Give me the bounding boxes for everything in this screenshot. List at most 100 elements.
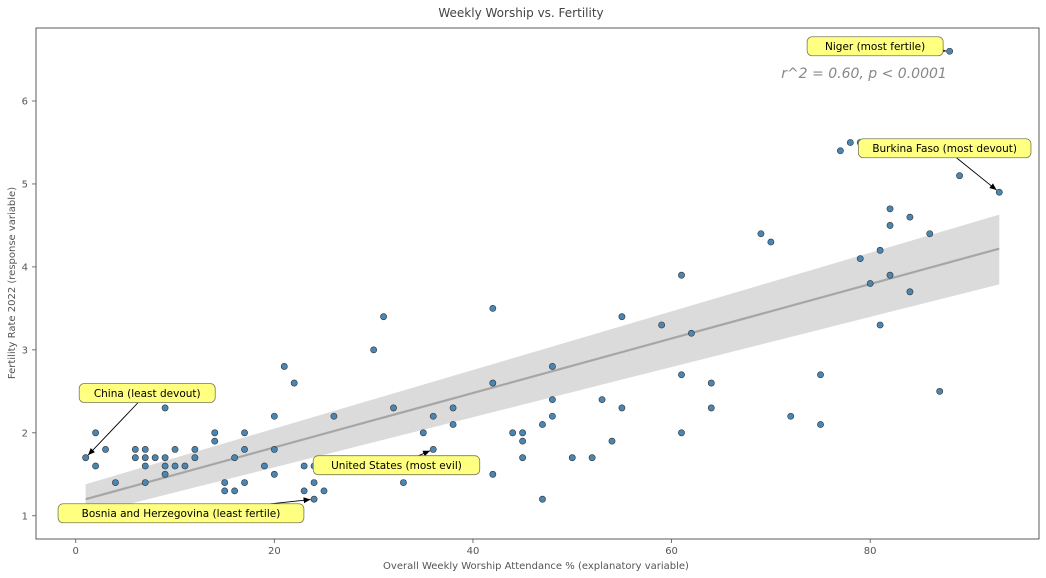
data-point xyxy=(400,479,407,486)
plot-area: 0 20 40 60 80 1 2 3 4 5 6 Niger (most fertile) Burki… xyxy=(22,27,1040,557)
data-point xyxy=(131,454,139,462)
callout-box xyxy=(78,383,216,403)
data-point xyxy=(231,487,239,495)
y-axis-label: Fertility Rate 2022 (response variable) xyxy=(7,187,18,379)
y-tick-label: 2 xyxy=(22,428,28,439)
callout-arrow xyxy=(270,497,311,505)
data-point xyxy=(519,454,527,462)
data-point xyxy=(767,238,775,246)
data-point xyxy=(707,404,715,412)
confidence-band xyxy=(85,214,1000,515)
data-point xyxy=(588,454,596,462)
callout-label: United States (most evil) xyxy=(331,460,462,472)
callout-label: Bosnia and Herzegovina (least fertile) xyxy=(82,508,281,520)
callout-label: Niger (most fertile) xyxy=(825,41,925,53)
y-tick-label: 4 xyxy=(22,262,28,273)
data-point xyxy=(886,205,894,213)
data-point xyxy=(787,412,795,420)
data-point xyxy=(906,288,914,296)
data-point xyxy=(688,329,695,337)
data-point xyxy=(211,429,219,437)
data-point xyxy=(509,429,517,437)
data-point xyxy=(548,363,556,370)
data-point xyxy=(221,487,229,495)
data-point xyxy=(300,462,308,470)
data-point xyxy=(707,379,715,387)
data-point xyxy=(608,437,616,445)
x-tick-label: 20 xyxy=(268,546,281,557)
callout-box xyxy=(806,36,944,57)
callout-arrow xyxy=(87,402,139,456)
data-point xyxy=(320,487,328,495)
data-point xyxy=(171,446,179,453)
data-point xyxy=(310,479,318,486)
data-point xyxy=(548,412,556,420)
data-point xyxy=(380,313,387,321)
y-tick-label: 6 xyxy=(22,97,28,108)
data-point xyxy=(817,421,824,428)
regression-stats: r^2 = 0.60, p < 0.0001 xyxy=(781,66,947,82)
data-point xyxy=(231,454,239,462)
data-point xyxy=(886,222,894,229)
data-point xyxy=(241,479,248,486)
callout-box xyxy=(312,455,481,476)
data-point xyxy=(92,462,99,470)
y-tick-label: 5 xyxy=(22,179,28,190)
data-point xyxy=(846,139,854,146)
data-point xyxy=(926,230,934,238)
data-point xyxy=(161,454,169,462)
x-axis-label: Overall Weekly Worship Attendance % (exp… xyxy=(383,561,689,572)
data-point xyxy=(280,363,288,370)
data-point xyxy=(757,230,765,238)
data-point xyxy=(92,429,99,437)
data-point xyxy=(330,412,338,420)
data-point xyxy=(936,387,944,395)
data-point xyxy=(82,454,90,462)
x-tick-label: 80 xyxy=(864,546,877,557)
data-point xyxy=(270,470,278,478)
data-point xyxy=(449,421,457,428)
data-point xyxy=(489,304,497,312)
callout-box xyxy=(857,138,1032,159)
data-point xyxy=(261,462,268,470)
data-point xyxy=(181,462,189,470)
x-tick-label: 0 xyxy=(73,546,79,557)
data-point xyxy=(161,470,169,478)
data-point xyxy=(876,246,884,254)
data-point xyxy=(290,379,298,387)
data-point xyxy=(161,404,169,412)
data-point xyxy=(519,429,527,437)
data-point xyxy=(211,437,219,445)
data-point xyxy=(270,446,278,453)
data-point xyxy=(112,479,119,486)
data-point xyxy=(270,412,278,420)
data-point xyxy=(856,255,864,263)
data-point xyxy=(489,470,497,478)
chart-title: Weekly Worship vs. Fertility xyxy=(438,6,603,20)
data-point xyxy=(519,437,527,445)
data-point xyxy=(221,479,229,486)
data-point xyxy=(449,404,457,412)
data-point xyxy=(946,47,954,55)
x-tick-label: 40 xyxy=(467,546,480,557)
data-point xyxy=(141,462,149,470)
data-point xyxy=(678,371,685,379)
data-point xyxy=(171,462,179,470)
data-point xyxy=(429,412,437,420)
data-point xyxy=(817,371,824,379)
callout-arrow xyxy=(956,157,997,191)
data-point xyxy=(310,495,318,503)
data-point xyxy=(141,454,149,462)
data-point xyxy=(658,321,666,329)
data-point xyxy=(161,462,169,470)
callout-label: China (least devout) xyxy=(94,388,201,400)
data-point xyxy=(102,446,109,453)
callout-arrow xyxy=(418,450,431,457)
data-point xyxy=(836,147,844,155)
data-point xyxy=(618,404,626,412)
data-point xyxy=(131,446,139,453)
y-tick-label: 1 xyxy=(22,511,28,522)
data-point xyxy=(141,446,149,453)
data-point xyxy=(678,271,685,279)
data-point xyxy=(191,446,199,453)
